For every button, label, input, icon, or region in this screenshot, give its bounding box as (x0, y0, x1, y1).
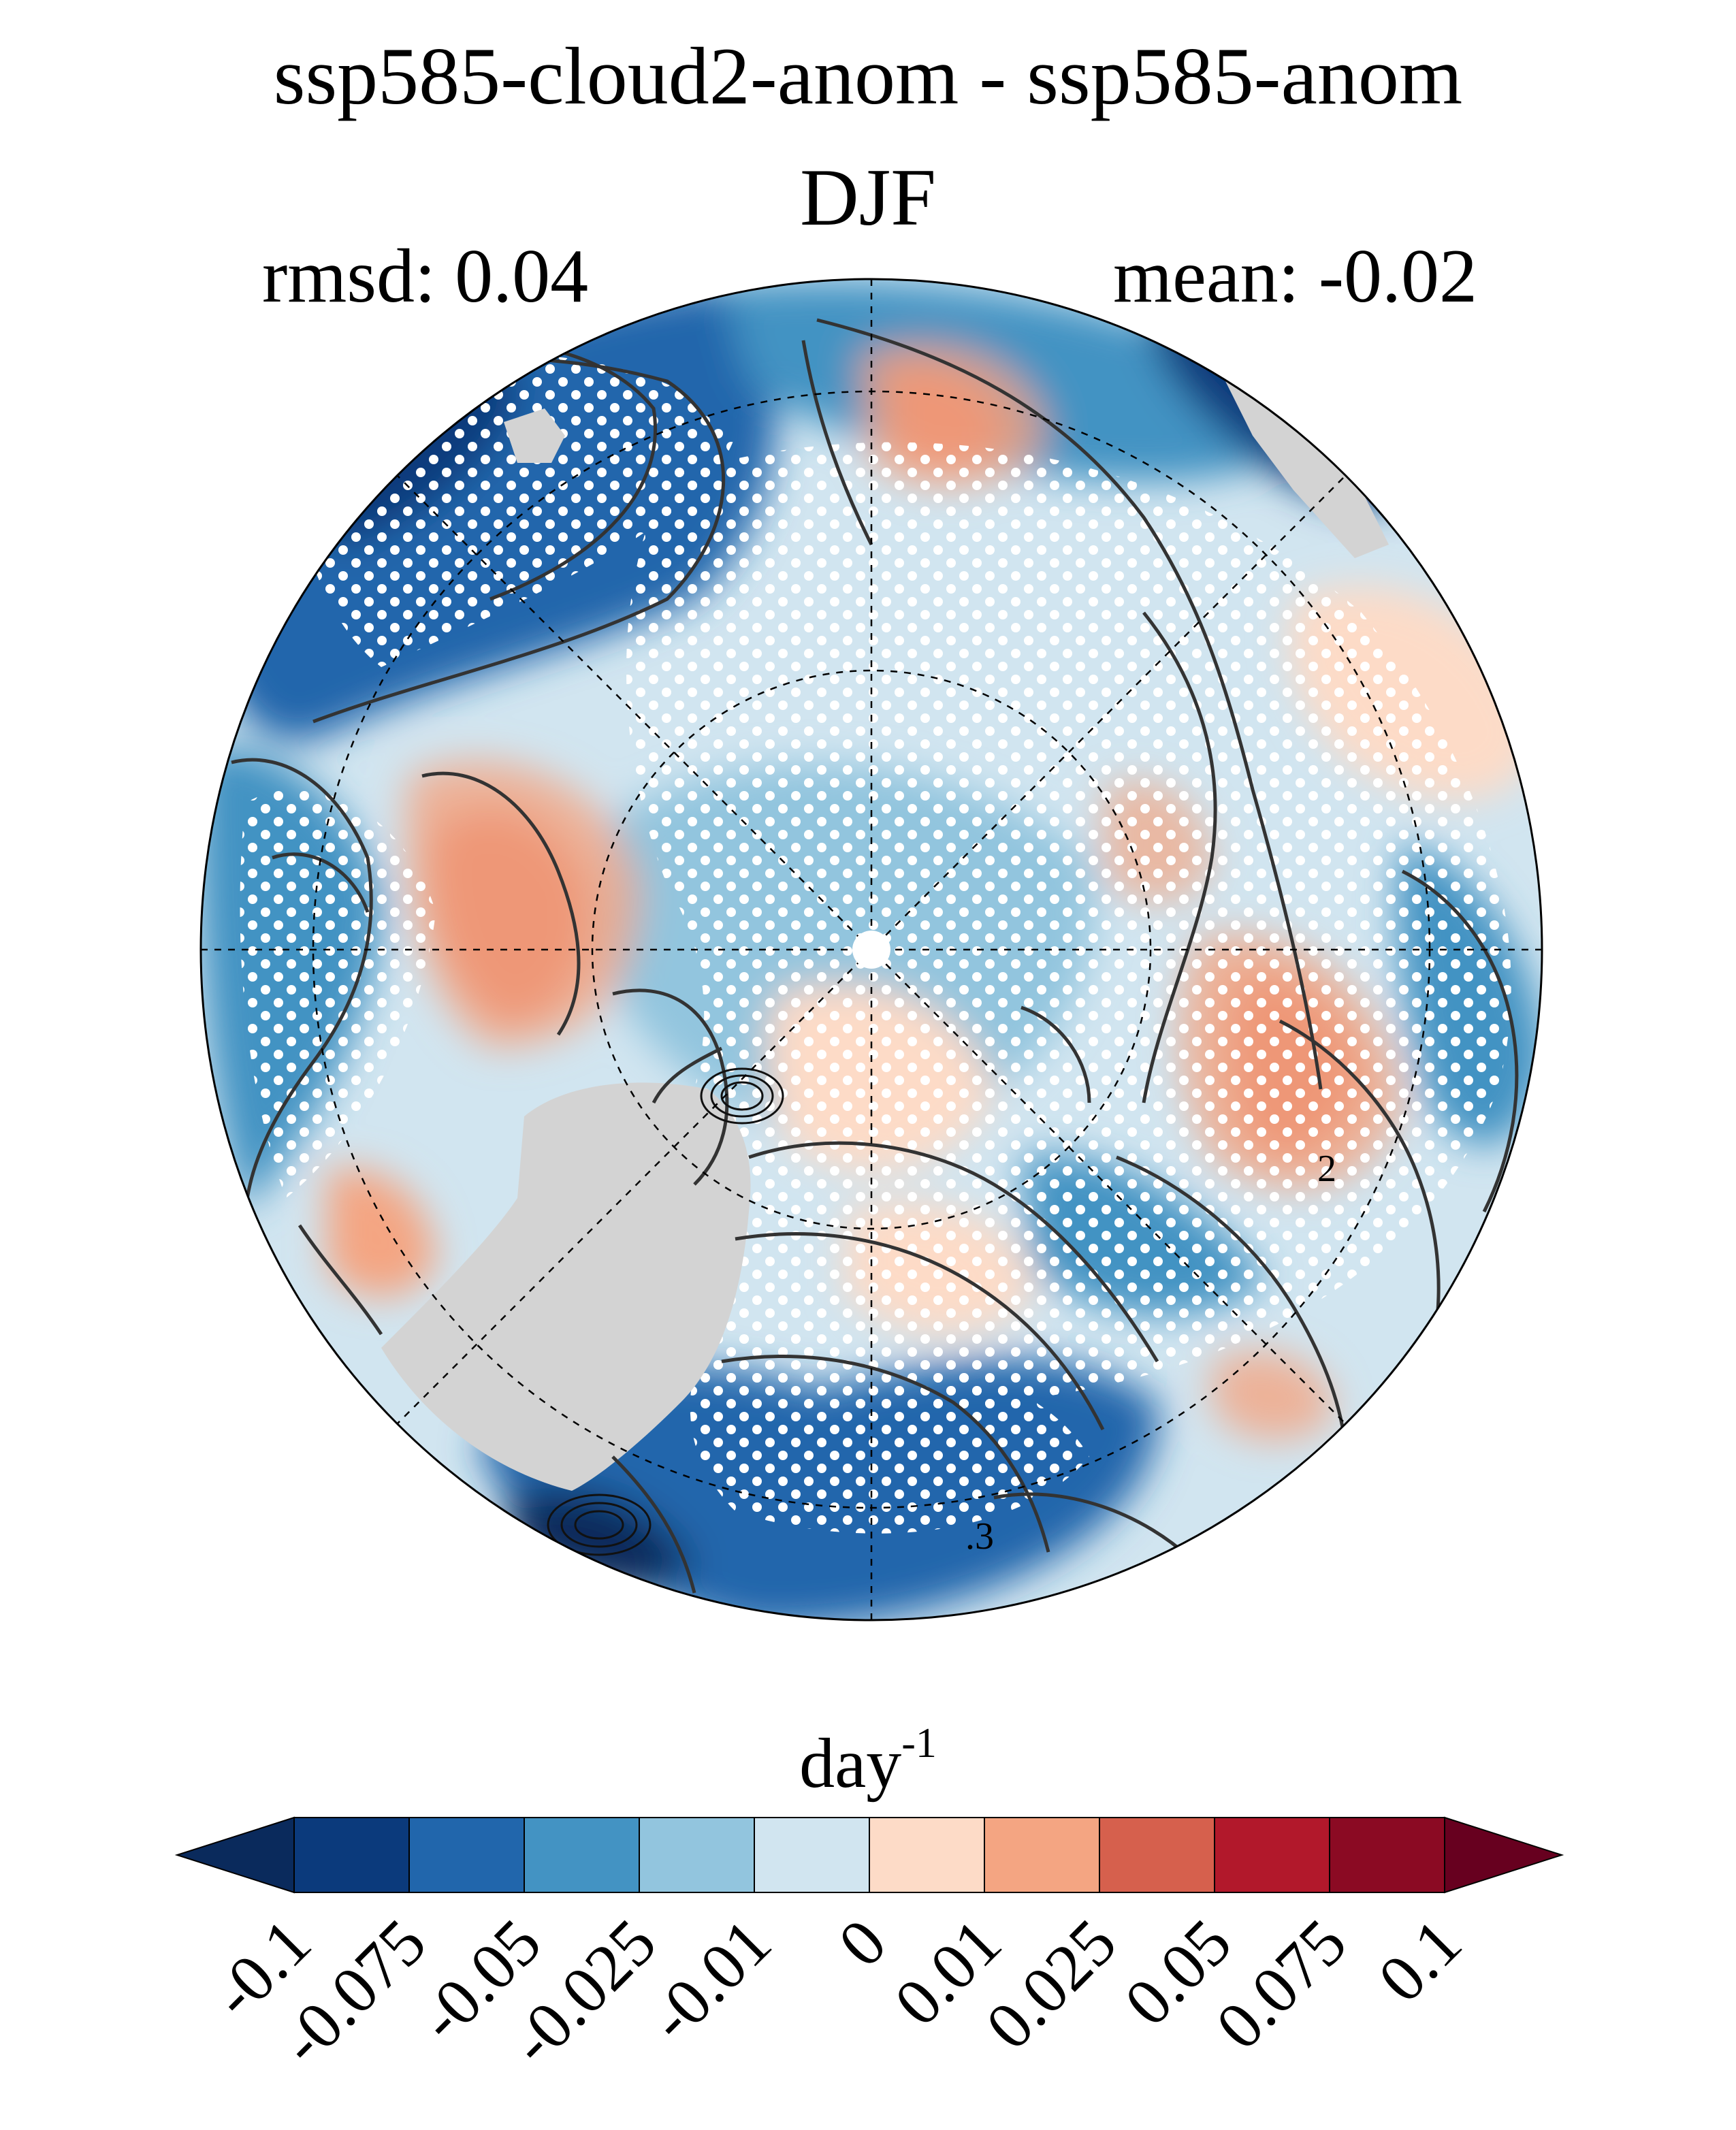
red-region-southeast (1212, 1351, 1334, 1441)
land-mask-small-north (504, 408, 565, 463)
colorbar-boxes (174, 1816, 1564, 1894)
colorbar-bin (1329, 1817, 1445, 1893)
land-mask-greenland (381, 1082, 751, 1491)
graticule-parallel-inner (591, 669, 1152, 1230)
colorbar-extend-low (174, 1816, 295, 1894)
colorbar-bin (869, 1817, 985, 1893)
colorbar-tick-label: 0.1 (1365, 1905, 1476, 2016)
colorbar-bin (524, 1817, 640, 1893)
map-boundary (199, 278, 1543, 1621)
contour-label-2: 2 (1317, 1148, 1336, 1190)
colorbar-tick-label: -0.01 (635, 1905, 786, 2056)
colorbar-bin (754, 1817, 870, 1893)
season-label: DJF (799, 152, 937, 242)
colorbar-tick-label: 0.075 (1202, 1905, 1360, 2063)
pole-marker (852, 931, 890, 969)
units-exponent: -1 (901, 1720, 937, 1766)
contour-cluster (547, 1067, 784, 1556)
colorbar-tick-labels: -0.1-0.075-0.05-0.025-0.01 00.010.0250.05… (198, 1905, 1475, 2079)
colorbar-bin (1099, 1817, 1215, 1893)
colorbar-bin (1214, 1817, 1330, 1893)
colorbar-bin (984, 1817, 1100, 1893)
polar-map: 2 .3 (199, 278, 1543, 1621)
red-region-greenland-light (405, 760, 640, 1048)
significance-stippling (240, 353, 1511, 1534)
red-region-southwest (327, 1168, 436, 1297)
colorbar-bin (293, 1817, 410, 1893)
colorbar-bin (408, 1817, 525, 1893)
colorbar-units: day-1 (0, 1722, 1736, 1799)
colorbar-extend-high (1444, 1816, 1564, 1894)
units-base: day (799, 1724, 902, 1803)
figure-title: ssp585-cloud2-anom - ssp585-anom (273, 31, 1463, 121)
map-disc (201, 279, 1542, 1620)
rmsd-label: rmsd: 0.04 (262, 234, 589, 319)
graticule-parallel-outer (312, 390, 1431, 1509)
colorbar-bin (639, 1817, 755, 1893)
mean-label: mean: -0.02 (1113, 234, 1477, 319)
colorbar-tick-label: 0 (825, 1905, 901, 1981)
land-mask-northeast (1225, 368, 1389, 558)
contour-label-3: .3 (965, 1515, 994, 1558)
colorbar-tick-label: 0.025 (972, 1905, 1130, 2063)
